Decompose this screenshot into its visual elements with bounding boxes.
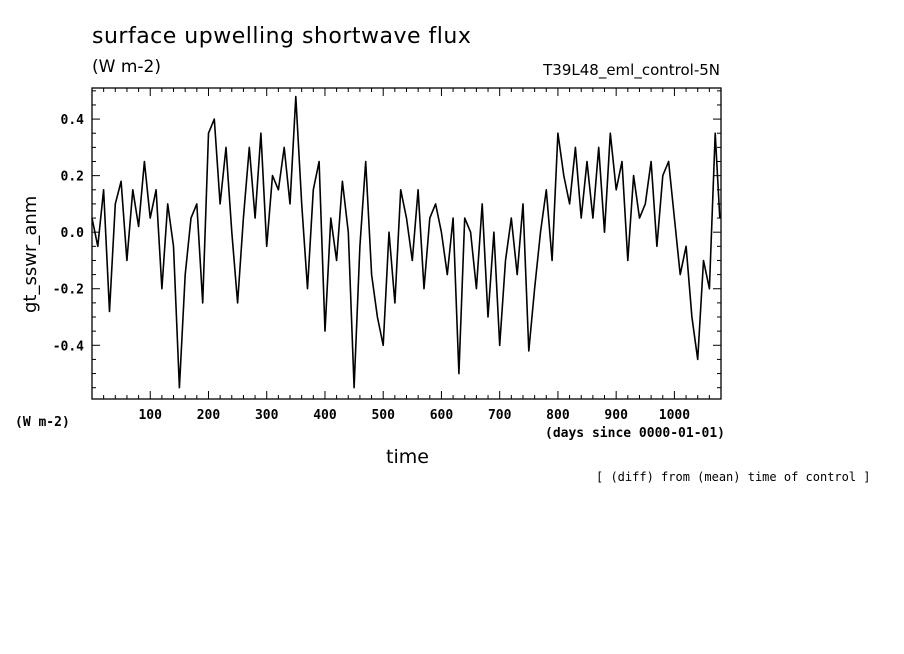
x-axis-label: time — [386, 446, 429, 468]
y-tick-label: -0.4 — [53, 339, 84, 354]
chart-title: surface upwelling shortwave flux — [92, 24, 472, 49]
run-label: T39L48_eml_control-5N — [543, 61, 720, 79]
y-tick-label: -0.2 — [53, 283, 84, 298]
y-axis-units: (W m-2) — [15, 415, 70, 430]
x-tick-label: 300 — [255, 408, 279, 423]
x-tick-label: 800 — [546, 408, 570, 423]
x-tick-label: 500 — [371, 408, 395, 423]
footnote: [ (diff) from (mean) time of control ] — [596, 470, 871, 484]
axis-tick-labels: 100 200 300 400 500 600 700 800 900 1000 -0.4 -0.2 0… — [53, 113, 691, 423]
x-tick-label: 400 — [313, 408, 337, 423]
x-tick-label: 1000 — [659, 408, 690, 423]
y-tick-label: 0.4 — [61, 113, 85, 128]
series-layer — [91, 95, 721, 389]
x-tick-label: 100 — [138, 408, 162, 423]
y-tick-label: 0.0 — [61, 226, 85, 241]
series-line — [91, 95, 721, 389]
x-tick-label: 700 — [488, 408, 512, 423]
x-axis-units: (days since 0000-01-01) — [545, 426, 726, 441]
plot-frame — [91, 87, 722, 400]
y-tick-label: 0.2 — [61, 170, 84, 185]
chart-units: (W m-2) — [92, 57, 161, 77]
x-tick-label: 600 — [430, 408, 454, 423]
x-tick-label: 900 — [604, 408, 628, 423]
x-tick-label: 200 — [197, 408, 221, 423]
